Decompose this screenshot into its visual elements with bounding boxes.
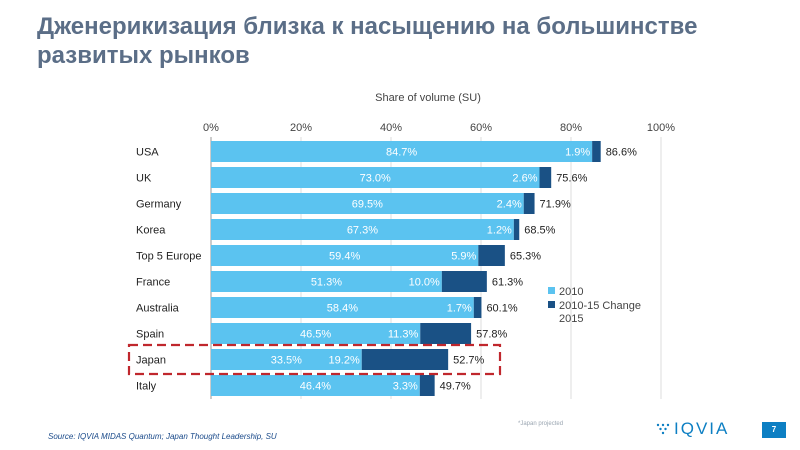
bar-change	[478, 245, 505, 266]
bar-2010	[211, 349, 362, 370]
category-label: Spain	[136, 329, 164, 341]
data-label-change: 3.3%	[393, 381, 418, 393]
x-tick-label: 100%	[647, 122, 675, 134]
bar-change	[473, 297, 482, 318]
bar-2010	[211, 167, 540, 188]
bar-change	[592, 141, 601, 162]
legend: 2010 2010-15 Change 2015	[548, 286, 641, 325]
legend-label: 2010-15 Change 2015	[559, 300, 641, 325]
bar-2010	[211, 219, 514, 240]
legend-swatch-change	[548, 301, 555, 308]
bar-2010	[211, 297, 474, 318]
source-note: Source: IQVIA MIDAS Quantum; Japan Thoug…	[48, 432, 277, 441]
x-tick-label: 20%	[290, 122, 312, 134]
bar-change	[513, 219, 520, 240]
data-label-2010: 58.4%	[327, 303, 358, 315]
x-axis-ticks: 0% 20% 40% 60% 80% 100%	[203, 122, 675, 134]
bar-change	[523, 193, 535, 214]
bar-change	[361, 349, 449, 370]
category-label: Top 5 Europe	[136, 251, 201, 263]
data-label-change: 5.9%	[451, 251, 476, 263]
data-label-2010: 46.4%	[300, 381, 331, 393]
data-label-2010: 59.4%	[329, 251, 360, 263]
x-tick-label: 0%	[203, 122, 219, 134]
x-tick-label: 40%	[380, 122, 402, 134]
total-label: 68.5%	[524, 225, 555, 237]
bar-2010	[211, 323, 421, 344]
bar-change	[441, 271, 487, 292]
total-label: 65.3%	[510, 251, 541, 263]
highlight-rect	[127, 343, 502, 376]
total-label: 57.8%	[476, 329, 507, 341]
japan-highlight-box	[127, 343, 502, 376]
logo-mark-icon	[656, 423, 670, 435]
category-label: Germany	[136, 199, 182, 211]
iqvia-logo: IQVIA	[655, 419, 729, 439]
data-label-2010: 46.5%	[300, 329, 331, 341]
total-label: 52.7%	[453, 355, 484, 367]
data-label-change: 1.9%	[565, 147, 590, 159]
data-label-change: 2.4%	[497, 199, 522, 211]
category-label: USA	[136, 147, 159, 159]
total-label: 49.7%	[440, 381, 471, 393]
chart-title: Share of volume (SU)	[375, 92, 481, 104]
total-label: 75.6%	[556, 173, 587, 185]
bars: USA 84.7% 1.9% 86.6% UK 73.0% 2.6% 75.6% Germany…	[136, 141, 637, 396]
legend-swatch-2010	[548, 287, 555, 294]
data-label-change: 19.2%	[329, 355, 360, 367]
bar-change	[419, 375, 435, 396]
legend-label: 2010	[559, 286, 583, 298]
total-label: 61.3%	[492, 277, 523, 289]
logo-text: IQVIA	[674, 419, 730, 438]
category-label: UK	[136, 173, 152, 185]
total-label: 71.9%	[540, 199, 571, 211]
category-label: Japan	[136, 355, 166, 367]
data-label-change: 10.0%	[409, 277, 440, 289]
category-label: Italy	[136, 381, 157, 393]
bar-2010	[211, 271, 442, 292]
page-number: 7	[762, 422, 786, 438]
data-label-change: 11.3%	[388, 329, 419, 341]
x-tick-label: 60%	[470, 122, 492, 134]
data-label-2010: 33.5%	[271, 355, 302, 367]
data-label-change: 1.2%	[487, 225, 512, 237]
data-label-2010: 73.0%	[360, 173, 391, 185]
bar-change	[539, 167, 552, 188]
bar-2010	[211, 193, 524, 214]
bar-change	[420, 323, 472, 344]
total-label: 86.6%	[606, 147, 637, 159]
bar-2010	[211, 245, 479, 266]
data-label-2010: 84.7%	[386, 147, 417, 159]
data-label-change: 1.7%	[447, 303, 472, 315]
bar-2010	[211, 141, 593, 162]
category-label: Korea	[136, 225, 166, 237]
category-label: Australia	[136, 303, 180, 315]
data-label-2010: 67.3%	[347, 225, 378, 237]
total-label: 60.1%	[486, 303, 517, 315]
data-label-2010: 51.3%	[311, 277, 342, 289]
bar-2010	[211, 375, 420, 396]
data-label-change: 2.6%	[512, 173, 537, 185]
category-label: France	[136, 277, 170, 289]
data-label-2010: 69.5%	[352, 199, 383, 211]
footnote: *Japan projected	[518, 421, 564, 427]
x-tick-label: 80%	[560, 122, 582, 134]
slide-title: Дженерикизация близка к насыщению на бол…	[37, 13, 698, 69]
